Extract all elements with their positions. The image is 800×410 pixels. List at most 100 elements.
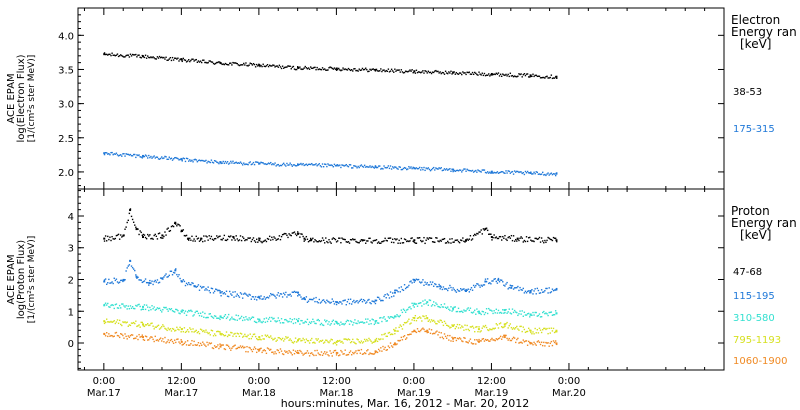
proton-data-point (128, 212, 131, 215)
proton-data-point (459, 310, 462, 313)
proton-data-point (395, 327, 397, 329)
proton-data-point (178, 312, 180, 314)
proton-data-point (300, 340, 302, 342)
electron-data-point (452, 71, 455, 74)
electron-data-point (469, 169, 472, 172)
proton-data-point (389, 237, 392, 239)
electron-data-point (537, 173, 540, 175)
proton-data-point (194, 330, 196, 332)
electron-data-point (171, 159, 174, 161)
electron-data-point (387, 68, 390, 70)
electron-data-point (511, 170, 514, 173)
proton-data-point (408, 240, 410, 243)
proton-data-point (163, 276, 165, 278)
electron-data-point (370, 69, 372, 71)
proton-data-point (309, 352, 312, 355)
electron-data-point (308, 68, 311, 70)
proton-data-point (387, 345, 390, 347)
proton-data-point (265, 352, 268, 355)
proton-data-point (157, 307, 160, 310)
proton-data-point (539, 292, 542, 294)
proton-data-point (268, 295, 271, 297)
electron-data-point (257, 161, 259, 164)
proton-data-point (410, 333, 412, 335)
proton-data-point (189, 344, 191, 346)
x-tick-label-date: Mar.20 (552, 388, 586, 399)
proton-data-point (202, 240, 204, 243)
proton-data-point (231, 239, 233, 241)
proton-data-point (176, 308, 178, 311)
proton-data-point (398, 287, 400, 289)
electron-data-point (490, 170, 493, 173)
electron-data-point (396, 69, 398, 71)
proton-data-point (428, 237, 431, 239)
proton-data-point (237, 346, 240, 349)
proton-data-point (105, 240, 108, 242)
proton-data-point (320, 340, 323, 342)
proton-data-point (287, 294, 289, 296)
proton-data-point (210, 342, 213, 344)
proton-data-point (294, 350, 297, 352)
electron-data-point (289, 162, 291, 164)
electron-data-point (111, 52, 113, 54)
proton-data-point (465, 288, 467, 291)
proton-data-point (401, 288, 404, 291)
electron-data-point (140, 57, 142, 59)
proton-data-point (252, 296, 255, 298)
proton-data-point (490, 328, 492, 331)
electron-data-point (363, 164, 366, 167)
electron-data-point (461, 171, 463, 173)
proton-data-point (500, 312, 503, 314)
proton-data-point (361, 300, 364, 303)
proton-data-point (116, 334, 119, 337)
proton-data-point (493, 234, 495, 236)
proton-data-point (159, 337, 162, 339)
proton-data-point (475, 284, 477, 287)
proton-data-point (442, 286, 445, 288)
proton-data-point (488, 329, 490, 332)
proton-data-point (309, 298, 312, 301)
proton-legend-entry: 310-580 (733, 313, 775, 324)
proton-data-point (522, 241, 524, 243)
proton-data-point (340, 301, 342, 303)
proton-data-point (507, 236, 509, 239)
proton-data-point (194, 311, 196, 314)
proton-data-point (104, 235, 107, 237)
proton-data-point (121, 324, 123, 327)
proton-data-point (546, 313, 548, 315)
proton-data-point (219, 345, 222, 348)
proton-data-point (239, 292, 242, 294)
electron-data-point (236, 62, 238, 65)
proton-data-point (145, 281, 148, 284)
proton-data-point (426, 317, 429, 320)
electron-data-point (425, 70, 427, 73)
proton-data-point (247, 295, 249, 297)
proton-data-point (316, 339, 318, 342)
proton-data-point (546, 287, 548, 290)
proton-data-point (521, 342, 523, 344)
proton-data-point (371, 353, 373, 355)
proton-data-point (202, 311, 204, 313)
proton-data-point (484, 324, 487, 327)
electron-data-point (373, 69, 376, 71)
proton-data-point (506, 239, 508, 242)
electron-data-point (263, 163, 265, 165)
proton-data-point (396, 314, 398, 316)
electron-data-point (409, 167, 411, 169)
proton-data-point (118, 281, 121, 283)
proton-data-point (316, 301, 318, 303)
proton-data-point (527, 327, 530, 330)
proton-data-point (173, 272, 176, 274)
proton-data-point (141, 234, 144, 237)
proton-data-point (469, 338, 472, 340)
electron-data-point (550, 74, 553, 76)
proton-data-point (414, 242, 417, 244)
electron-data-point (386, 166, 388, 169)
proton-data-point (470, 311, 473, 314)
proton-data-point (258, 336, 261, 339)
proton-data-point (157, 232, 160, 235)
electron-data-point (421, 167, 423, 169)
electron-data-point (325, 69, 327, 71)
proton-data-point (266, 320, 269, 323)
proton-data-point (471, 343, 474, 345)
